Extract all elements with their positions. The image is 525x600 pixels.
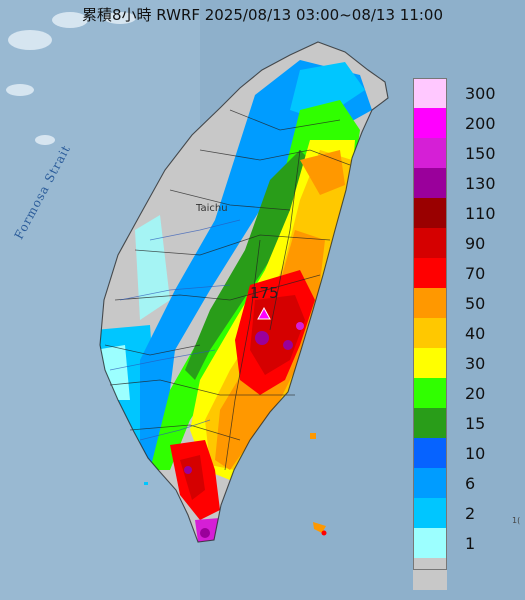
legend-swatch (413, 78, 447, 108)
legend-label: 20 (465, 384, 486, 403)
legend-label: 2 (465, 504, 476, 523)
legend-row: 110 (413, 198, 519, 228)
legend-swatch (413, 228, 447, 258)
legend-label: 70 (465, 264, 486, 283)
rivers (109, 219, 241, 441)
legend-label: 1 (465, 534, 476, 553)
legend-row: 200 (413, 108, 519, 138)
legend-label: 6 (465, 474, 476, 493)
max-rainfall-marker (257, 306, 271, 320)
legend-label: 300 (465, 84, 496, 103)
legend-row: 20 (413, 378, 519, 408)
legend-swatch (413, 408, 447, 438)
legend-swatch (413, 258, 447, 288)
legend-row: 90 (413, 228, 519, 258)
legend-swatch (413, 288, 447, 318)
color-legend: 300 200 150 130 110 90 70 50 40 30 20 15 10 6 2 1 (413, 78, 519, 590)
legend-swatch (413, 558, 447, 590)
legend-swatch (413, 348, 447, 378)
legend-row: 2 (413, 498, 519, 528)
legend-row: 15 (413, 408, 519, 438)
legend-row: 70 (413, 258, 519, 288)
map-title: 累積8小時 RWRF 2025/08/13 03:00~08/13 11:00 (81, 6, 444, 24)
corner-text: 1( (512, 516, 521, 525)
legend-label: 30 (465, 354, 486, 373)
legend-label: 200 (465, 114, 496, 133)
legend-swatch (413, 468, 447, 498)
legend-label: 15 (465, 414, 486, 433)
legend-swatch (413, 498, 447, 528)
legend-swatch (413, 138, 447, 168)
rainfall-bands (100, 60, 372, 542)
legend-row: 50 (413, 288, 519, 318)
legend-label: 90 (465, 234, 486, 253)
legend-label: 150 (465, 144, 496, 163)
legend-row: 150 (413, 138, 519, 168)
legend-label: 50 (465, 294, 486, 313)
county-boundaries (99, 41, 389, 543)
legend-swatch (413, 528, 447, 558)
legend-row: 30 (413, 348, 519, 378)
offshore-islands (144, 433, 327, 536)
city-label: Taichu (196, 203, 228, 214)
legend-label: 110 (465, 204, 496, 223)
legend-swatch (413, 108, 447, 138)
legend-row: 40 (413, 318, 519, 348)
cloud-patches (6, 12, 136, 145)
max-rainfall-label: 175 (250, 284, 279, 302)
legend-swatch (413, 378, 447, 408)
legend-label: 40 (465, 324, 486, 343)
legend-swatch (413, 438, 447, 468)
legend-row: 10 (413, 438, 519, 468)
legend-row (413, 558, 519, 590)
legend-swatch (413, 318, 447, 348)
legend-row: 300 (413, 78, 519, 108)
legend-swatch (413, 198, 447, 228)
legend-row: 130 (413, 168, 519, 198)
legend-row: 1 (413, 528, 519, 558)
legend-swatch (413, 168, 447, 198)
legend-row: 6 (413, 468, 519, 498)
legend-label: 130 (465, 174, 496, 193)
legend-label: 10 (465, 444, 486, 463)
